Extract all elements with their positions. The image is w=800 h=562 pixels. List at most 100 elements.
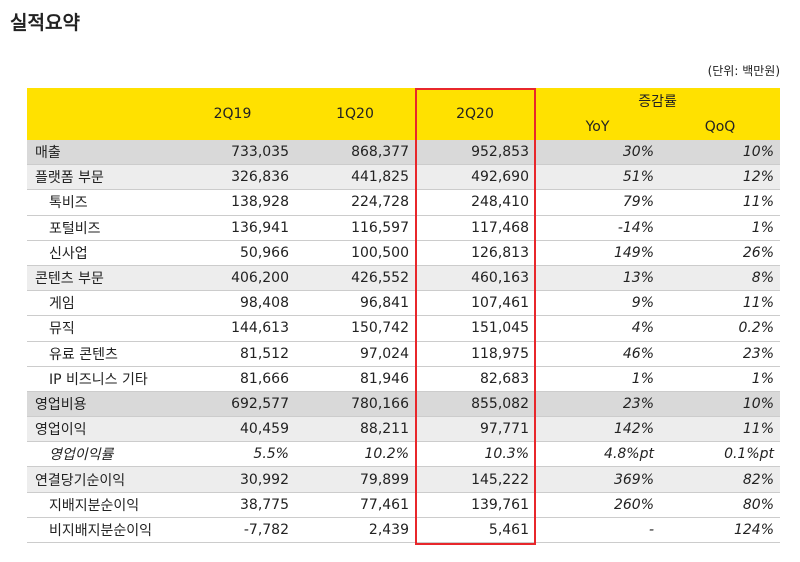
table-row: 지배지분순이익 38,775 77,461 139,761 260% 80%: [27, 492, 781, 518]
row-label: 게임: [27, 290, 170, 317]
cell: 145,222: [415, 466, 535, 493]
cell: 406,200: [170, 265, 295, 292]
cell: 326,836: [170, 164, 295, 191]
results-table: 2Q19 1Q20 2Q20 증감률 YoY QoQ 매출 733,035 868,…: [27, 88, 781, 544]
row-label: 포털비즈: [27, 215, 170, 241]
cell: 116,597: [295, 215, 415, 241]
cell: 4.8%pt: [535, 441, 660, 468]
cell: 855,082: [415, 391, 535, 418]
cell: 79%: [535, 189, 660, 216]
cell: 81,946: [295, 366, 415, 392]
header-cell: YoY: [535, 114, 660, 140]
row-label: 콘텐츠 부문: [27, 265, 170, 292]
row-label: 영업비용: [27, 391, 170, 418]
unit-note: (단위: 백만원): [707, 64, 780, 78]
cell: 426,552: [295, 265, 415, 292]
cell: 126,813: [415, 240, 535, 266]
cell: 81,512: [170, 341, 295, 367]
cell: 12%: [660, 164, 781, 191]
table-row: 뮤직 144,613 150,742 151,045 4% 0.2%: [27, 315, 781, 342]
header-cell: [27, 88, 170, 140]
cell: 151,045: [415, 315, 535, 342]
cell: -7,782: [170, 517, 295, 544]
cell: 30%: [535, 140, 660, 166]
cell: 0.2%: [660, 315, 781, 342]
cell: -14%: [535, 215, 660, 241]
row-label: 신사업: [27, 240, 170, 266]
cell: 144,613: [170, 315, 295, 342]
table-row: IP 비즈니스 기타 81,666 81,946 82,683 1% 1%: [27, 366, 781, 392]
row-label: 뮤직: [27, 315, 170, 342]
cell: 4%: [535, 315, 660, 342]
cell: 149%: [535, 240, 660, 266]
row-label: 유료 콘텐츠: [27, 341, 170, 367]
table-row: 콘텐츠 부문 406,200 426,552 460,163 13% 8%: [27, 265, 781, 292]
row-label: IP 비즈니스 기타: [27, 366, 170, 392]
cell: 733,035: [170, 140, 295, 166]
cell: 77,461: [295, 492, 415, 518]
cell: 8%: [660, 265, 781, 292]
cell: 138,928: [170, 189, 295, 216]
header-cell: 1Q20: [295, 88, 415, 140]
table-row: 연결당기순이익 30,992 79,899 145,222 369% 82%: [27, 466, 781, 493]
cell: 100,500: [295, 240, 415, 266]
cell: 150,742: [295, 315, 415, 342]
table-row: 영업비용 692,577 780,166 855,082 23% 10%: [27, 391, 781, 418]
row-label: 연결당기순이익: [27, 466, 170, 493]
cell: 260%: [535, 492, 660, 518]
cell: 13%: [535, 265, 660, 292]
title: 실적요약: [10, 12, 80, 34]
cell: 11%: [660, 416, 781, 443]
cell: 50,966: [170, 240, 295, 266]
cell: 136,941: [170, 215, 295, 241]
header-cell: QoQ: [660, 114, 781, 140]
table-row: 매출 733,035 868,377 952,853 30% 10%: [27, 140, 781, 166]
cell: 23%: [660, 341, 781, 367]
cell: 692,577: [170, 391, 295, 418]
table-row: 비지배지분순이익 -7,782 2,439 5,461-124%: [27, 517, 781, 544]
cell: 10%: [660, 391, 781, 418]
table-row: 포털비즈 136,941 116,597 117,468 -14% 1%: [27, 215, 781, 241]
row-label: 매출: [27, 140, 170, 166]
cell: 107,461: [415, 290, 535, 317]
cell: 5,461: [415, 517, 535, 544]
cell: 1%: [660, 366, 781, 392]
cell: 80%: [660, 492, 781, 518]
header-cell: 2Q20: [415, 88, 535, 140]
table-row: 게임 98,408 96,841 107,461 9% 11%: [27, 290, 781, 317]
cell: 441,825: [295, 164, 415, 191]
table-row: 신사업 50,966 100,500 126,813 149% 26%: [27, 240, 781, 266]
cell: 26%: [660, 240, 781, 266]
cell: 118,975: [415, 341, 535, 367]
header-cell: 2Q19: [170, 88, 295, 140]
cell: 79,899: [295, 466, 415, 493]
cell: 82,683: [415, 366, 535, 392]
cell: 124%: [660, 517, 781, 544]
cell: 2,439: [295, 517, 415, 544]
cell: 10%: [660, 140, 781, 166]
table-row: 유료 콘텐츠 81,512 97,024 118,975 46% 23%: [27, 341, 781, 367]
cell: 81,666: [170, 366, 295, 392]
cell: 492,690: [415, 164, 535, 191]
cell: 88,211: [295, 416, 415, 443]
table-row: 영업이익 40,459 88,211 97,771 142% 11%: [27, 416, 781, 443]
cell: 139,761: [415, 492, 535, 518]
cell: 460,163: [415, 265, 535, 292]
cell: 5.5%: [170, 441, 295, 468]
cell: 40,459: [170, 416, 295, 443]
cell: -: [535, 517, 660, 544]
cell: 142%: [535, 416, 660, 443]
cell: 96,841: [295, 290, 415, 317]
row-label: 비지배지분순이익: [27, 517, 170, 544]
header-group: 증감률: [535, 88, 781, 114]
cell: 780,166: [295, 391, 415, 418]
cell: 0.1%pt: [660, 441, 781, 468]
cell: 117,468: [415, 215, 535, 241]
cell: 248,410: [415, 189, 535, 216]
cell: 224,728: [295, 189, 415, 216]
row-label: 영업이익률: [27, 441, 170, 468]
cell: 9%: [535, 290, 660, 317]
cell: 97,024: [295, 341, 415, 367]
row-label: 톡비즈: [27, 189, 170, 216]
